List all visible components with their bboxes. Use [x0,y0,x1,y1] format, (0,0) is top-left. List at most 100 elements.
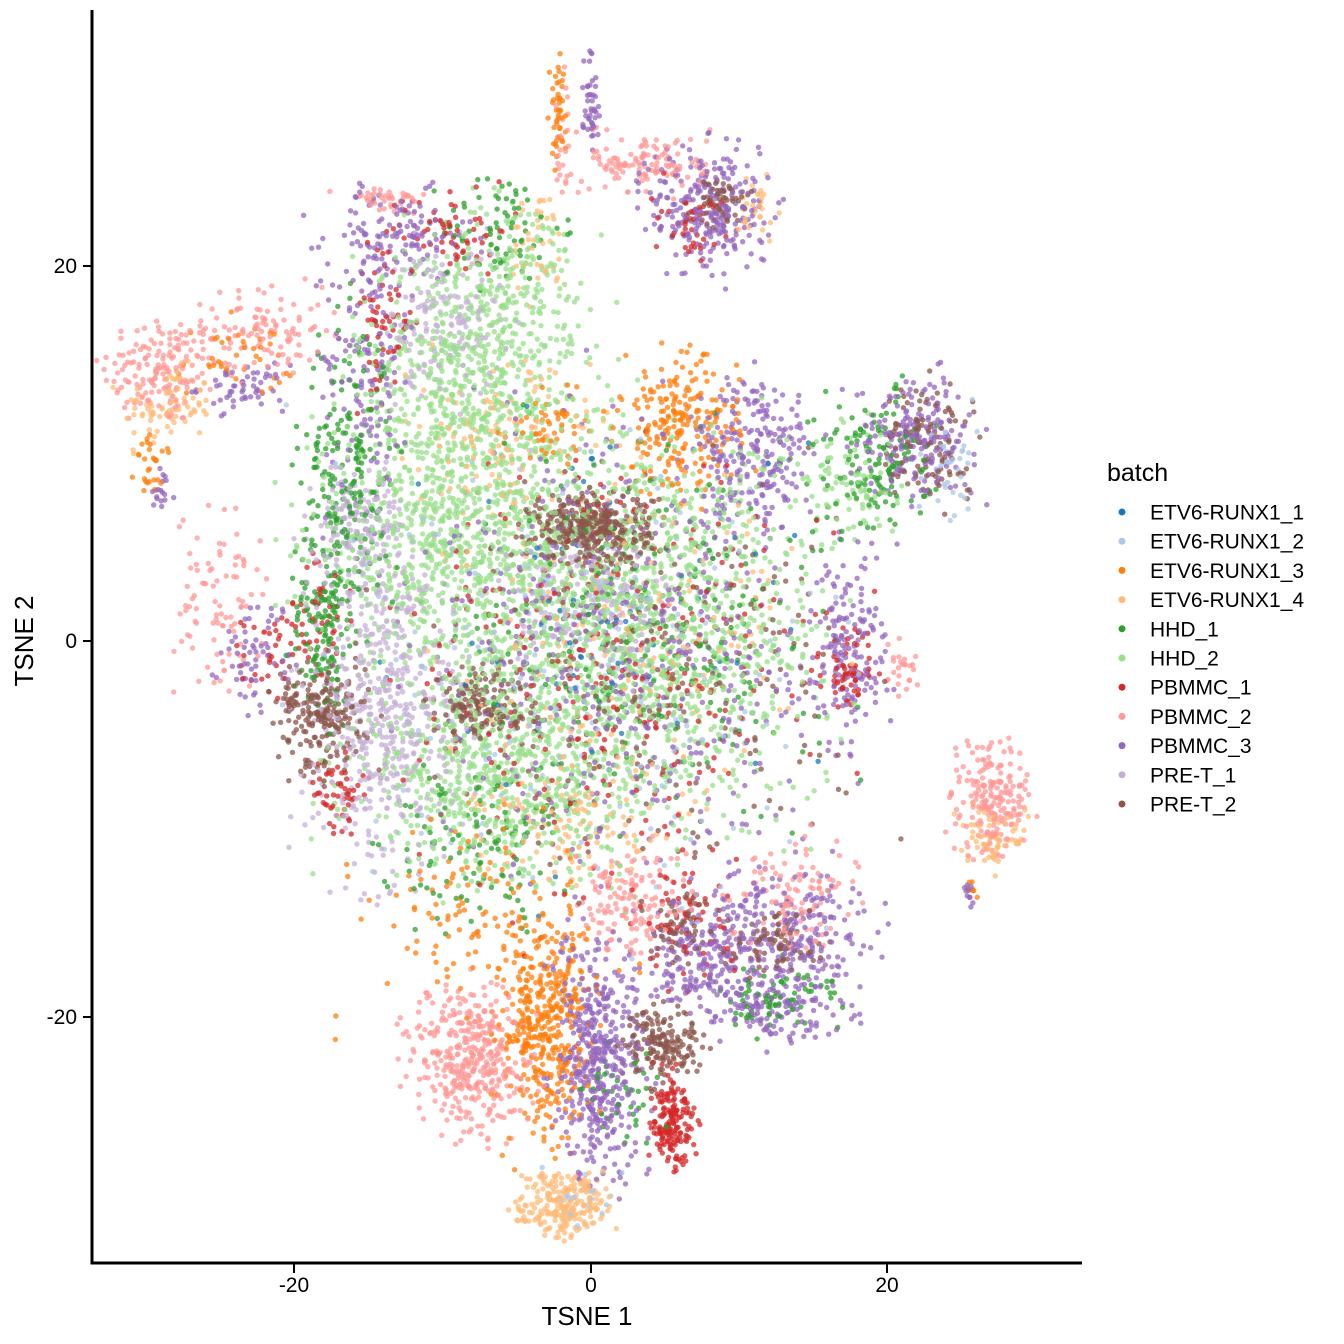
data-point [211,679,217,686]
data-point [297,741,304,748]
data-point [827,990,833,996]
data-point [848,899,854,905]
data-point [872,433,878,439]
data-point [698,750,704,756]
data-point [780,432,786,438]
data-point [374,294,380,300]
data-point [479,277,485,283]
data-point [409,480,415,486]
data-point [171,494,177,501]
data-point [457,639,464,645]
data-point [420,191,427,198]
data-point [509,1001,516,1007]
data-point [789,693,795,699]
data-point [727,665,733,671]
data-point [535,1042,541,1049]
data-point [335,636,342,642]
data-point [385,441,391,447]
data-point [534,1114,541,1120]
data-point [332,364,338,370]
data-point [820,644,826,651]
data-point [849,415,855,421]
data-point [819,542,825,548]
data-point [147,417,154,423]
data-point [377,653,384,659]
data-point [660,998,667,1005]
data-point [493,220,499,226]
data-point [694,1068,700,1074]
data-point [483,684,489,690]
data-point [436,489,442,495]
data-point [684,1068,691,1075]
data-point [707,1045,714,1052]
data-point [361,891,368,897]
data-point [634,798,640,805]
data-point [772,431,778,438]
data-point [232,562,238,568]
data-point [608,397,615,403]
data-point [276,397,283,404]
data-point [654,993,660,1000]
data-point [602,1106,608,1112]
data-point [491,622,497,628]
data-point [711,1019,717,1025]
data-point [539,498,546,504]
data-point [630,1100,637,1106]
data-point [181,395,187,402]
data-point [517,413,524,419]
data-point [887,718,894,724]
data-point [727,544,734,550]
data-point [335,303,341,310]
data-point [515,479,521,485]
data-point [434,1072,440,1079]
data-point [205,560,211,567]
data-point [682,871,688,877]
data-point [274,361,281,368]
data-point [535,275,541,281]
data-point [444,1117,450,1123]
data-point [510,587,516,593]
data-point [485,866,491,872]
data-point [410,621,416,627]
data-point [741,690,748,697]
data-point [434,459,440,465]
data-point [922,386,928,393]
data-point [618,1114,625,1120]
data-point [604,127,610,133]
data-point [379,351,385,358]
data-point [447,831,453,837]
data-point [488,1056,494,1062]
data-point [772,565,778,571]
data-point [494,974,500,980]
data-point [755,454,761,460]
data-point [780,474,786,481]
data-point [574,384,580,390]
data-point [396,542,403,549]
data-point [893,453,900,459]
data-point [869,425,875,432]
data-point [778,712,784,719]
data-point [809,493,815,500]
data-point [149,389,155,395]
data-point [860,943,867,949]
data-point [645,1135,651,1141]
data-point [647,936,653,942]
data-point [464,275,471,281]
data-point [802,924,808,930]
data-point [780,196,787,203]
data-point [751,803,757,809]
data-point [246,683,253,689]
data-point [828,995,834,1001]
data-point [552,1118,559,1124]
data-point [463,647,470,654]
data-point [766,238,773,244]
data-point [915,480,921,486]
data-point [722,546,729,552]
data-point [599,1168,606,1174]
data-point [581,449,588,455]
data-point [453,252,459,258]
data-point [661,797,667,804]
data-point [725,917,731,924]
data-point [556,68,562,75]
data-point [543,504,550,510]
